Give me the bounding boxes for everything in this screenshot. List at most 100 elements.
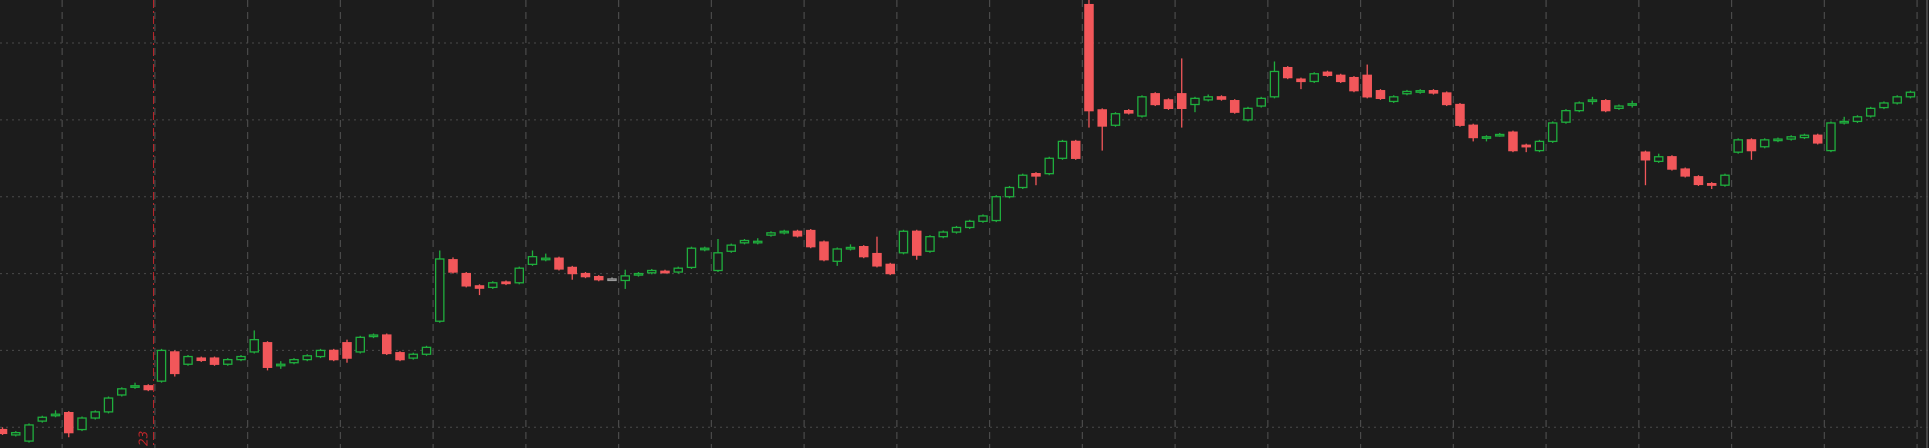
candle-body bbox=[130, 385, 140, 388]
candle-body bbox=[1031, 173, 1041, 177]
candle-body bbox=[1786, 136, 1796, 140]
candle-body bbox=[1163, 99, 1174, 109]
candle-body bbox=[991, 196, 1001, 222]
candle-body bbox=[249, 339, 260, 353]
candle-body bbox=[50, 413, 61, 417]
candle-body bbox=[540, 257, 551, 261]
candle-body bbox=[1680, 168, 1690, 177]
candle-body bbox=[819, 241, 829, 261]
candle-body bbox=[911, 230, 922, 256]
candle-body bbox=[1017, 174, 1028, 189]
candle-body bbox=[1203, 96, 1213, 101]
candle-body bbox=[1508, 131, 1518, 152]
candle-body bbox=[1455, 103, 1465, 126]
candle-body bbox=[951, 226, 962, 233]
candle-body bbox=[858, 246, 869, 258]
candle-body bbox=[276, 363, 286, 367]
candle-body bbox=[1362, 74, 1372, 98]
candle-body bbox=[1561, 110, 1571, 123]
candle-body bbox=[1812, 134, 1823, 144]
candle-body bbox=[421, 346, 432, 355]
candle-body bbox=[355, 336, 366, 353]
candle-body bbox=[726, 244, 736, 252]
candle-body bbox=[1587, 99, 1598, 103]
candle-body bbox=[262, 342, 273, 368]
candle-body bbox=[342, 342, 352, 359]
candle-body bbox=[1693, 176, 1704, 186]
candle-body bbox=[289, 358, 299, 364]
candle-body bbox=[1309, 73, 1319, 83]
candle-body bbox=[1746, 139, 1757, 152]
candle-body bbox=[752, 240, 763, 244]
candle-body bbox=[448, 259, 458, 273]
candle-body bbox=[1600, 100, 1611, 112]
candle-body bbox=[1415, 90, 1425, 93]
candle-body bbox=[474, 285, 485, 289]
candle-body bbox=[1826, 122, 1836, 152]
candle-body bbox=[699, 247, 710, 251]
candle-body bbox=[223, 358, 233, 365]
candle-body bbox=[1773, 138, 1783, 142]
candle-body bbox=[196, 357, 207, 362]
candle-body bbox=[461, 272, 472, 287]
candle-body bbox=[1494, 133, 1505, 137]
candle-body bbox=[1441, 92, 1452, 106]
candle-body bbox=[938, 231, 948, 238]
candle-body bbox=[1733, 139, 1743, 153]
candle-body bbox=[1720, 174, 1730, 186]
candle-body bbox=[1110, 113, 1121, 126]
candle-body bbox=[1256, 97, 1266, 107]
candle-body bbox=[766, 232, 776, 236]
candle-body bbox=[1243, 107, 1253, 121]
candle-body bbox=[1216, 96, 1227, 100]
candle-body bbox=[925, 236, 935, 252]
candle-body bbox=[381, 334, 392, 355]
candle-body bbox=[1349, 76, 1359, 92]
candle-body bbox=[832, 248, 842, 262]
candle-body bbox=[1388, 96, 1399, 103]
candle-body bbox=[1667, 156, 1677, 170]
candle-body bbox=[1269, 70, 1280, 98]
candle-body bbox=[1879, 102, 1889, 109]
candle-body bbox=[328, 349, 339, 361]
candle-body bbox=[315, 349, 326, 358]
candle-body bbox=[1150, 93, 1160, 106]
candle-body bbox=[1084, 3, 1094, 112]
candle-body bbox=[0, 428, 8, 435]
candle-body bbox=[1428, 90, 1439, 94]
candle-body bbox=[1799, 134, 1810, 139]
candle-body bbox=[633, 272, 644, 276]
candle-body bbox=[686, 247, 697, 269]
candle-body bbox=[1892, 96, 1902, 104]
candle-body bbox=[1229, 100, 1240, 113]
candle-body bbox=[514, 267, 525, 284]
candle-body bbox=[1322, 71, 1333, 76]
candle-body bbox=[1839, 120, 1849, 124]
candle-body bbox=[1614, 105, 1624, 109]
candle-body bbox=[1521, 144, 1531, 148]
candle-body bbox=[90, 411, 101, 419]
candle-body bbox=[898, 230, 909, 254]
candle-body bbox=[805, 229, 816, 248]
candle-body bbox=[845, 246, 856, 250]
candle-body bbox=[1044, 157, 1054, 175]
candle-body bbox=[302, 355, 313, 361]
candle-body bbox=[236, 355, 246, 361]
candle-body bbox=[580, 272, 591, 278]
candle-body bbox=[170, 351, 180, 375]
candle-body bbox=[11, 431, 21, 436]
date-marker-label: 23 bbox=[137, 431, 151, 446]
candle-body bbox=[1481, 136, 1492, 139]
candle-body bbox=[1574, 102, 1584, 112]
candle-body bbox=[1296, 78, 1306, 83]
candle-body bbox=[1123, 110, 1134, 114]
candle-body bbox=[593, 275, 604, 281]
candle-body bbox=[1852, 116, 1863, 123]
candle-body bbox=[660, 270, 670, 274]
candle-body bbox=[554, 257, 564, 270]
candle-body bbox=[368, 334, 379, 338]
candle-body bbox=[501, 281, 511, 285]
candle-body bbox=[607, 278, 617, 282]
